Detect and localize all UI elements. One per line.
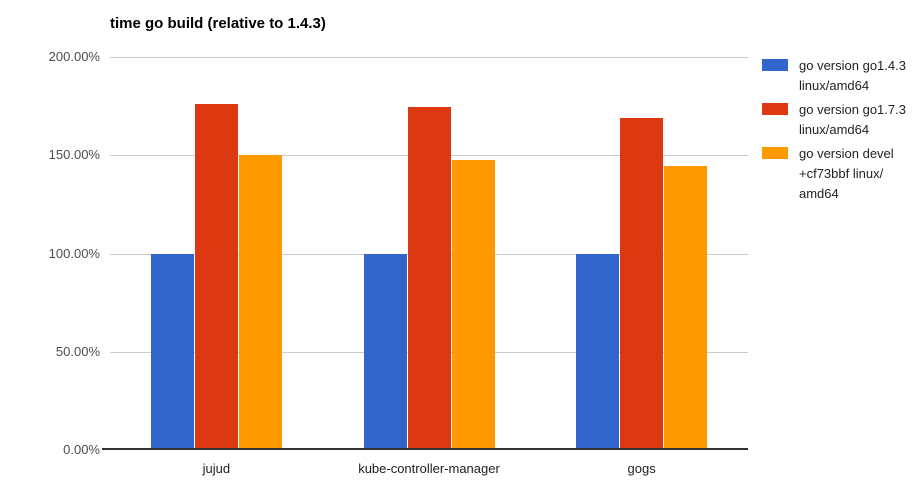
bar-jujud-series1[interactable]: [194, 104, 238, 450]
y-axis-tick-label-50: 50.00%: [55, 343, 100, 359]
bar-gogs-series2[interactable]: [664, 166, 708, 450]
legend-item-0: go version go1.4.3 linux/amd64: [762, 56, 923, 96]
legend-swatch-icon: [762, 147, 788, 159]
x-axis-baseline: [102, 448, 748, 450]
bar-jujud-series0[interactable]: [150, 253, 194, 450]
y-axis-tick-label-200: 200.00%: [48, 49, 100, 64]
chart-title: time go build (relative to 1.4.3): [110, 15, 326, 32]
legend-label: go version go1.7.3 linux/amd64: [799, 102, 906, 137]
x-axis-label-gogs: gogs: [627, 461, 656, 476]
bar-gogs-series1[interactable]: [620, 117, 664, 450]
plot-area: [110, 57, 748, 450]
legend-label: go version go1.4.3 linux/amd64: [799, 58, 906, 93]
legend: go version go1.4.3 linux/amd64 go version…: [762, 56, 923, 204]
x-axis-label-kube-controller-manager: kube-controller-manager: [358, 461, 500, 476]
y-axis-tick-label-0: 0.00%: [63, 442, 100, 457]
y-axis-tick-label-150: 150.00%: [48, 147, 100, 163]
legend-item-1: go version go1.7.3 linux/amd64: [762, 100, 923, 140]
bar-gogs-series0[interactable]: [576, 253, 620, 450]
gridline-200: [110, 57, 748, 58]
legend-swatch-icon: [762, 103, 788, 115]
bar-jujud-series2[interactable]: [238, 155, 282, 450]
legend-label: go version devel +cf73bbf linux/ amd64: [799, 146, 894, 201]
x-axis-label-jujud: jujud: [202, 461, 231, 476]
y-axis-tick-label-100: 100.00%: [48, 245, 100, 261]
legend-item-2: go version devel +cf73bbf linux/ amd64: [762, 144, 923, 204]
legend-swatch-icon: [762, 59, 788, 71]
bar-kube-controller-manager-series0[interactable]: [363, 253, 407, 450]
bar-kube-controller-manager-series2[interactable]: [451, 160, 495, 450]
bar-kube-controller-manager-series1[interactable]: [407, 107, 451, 450]
